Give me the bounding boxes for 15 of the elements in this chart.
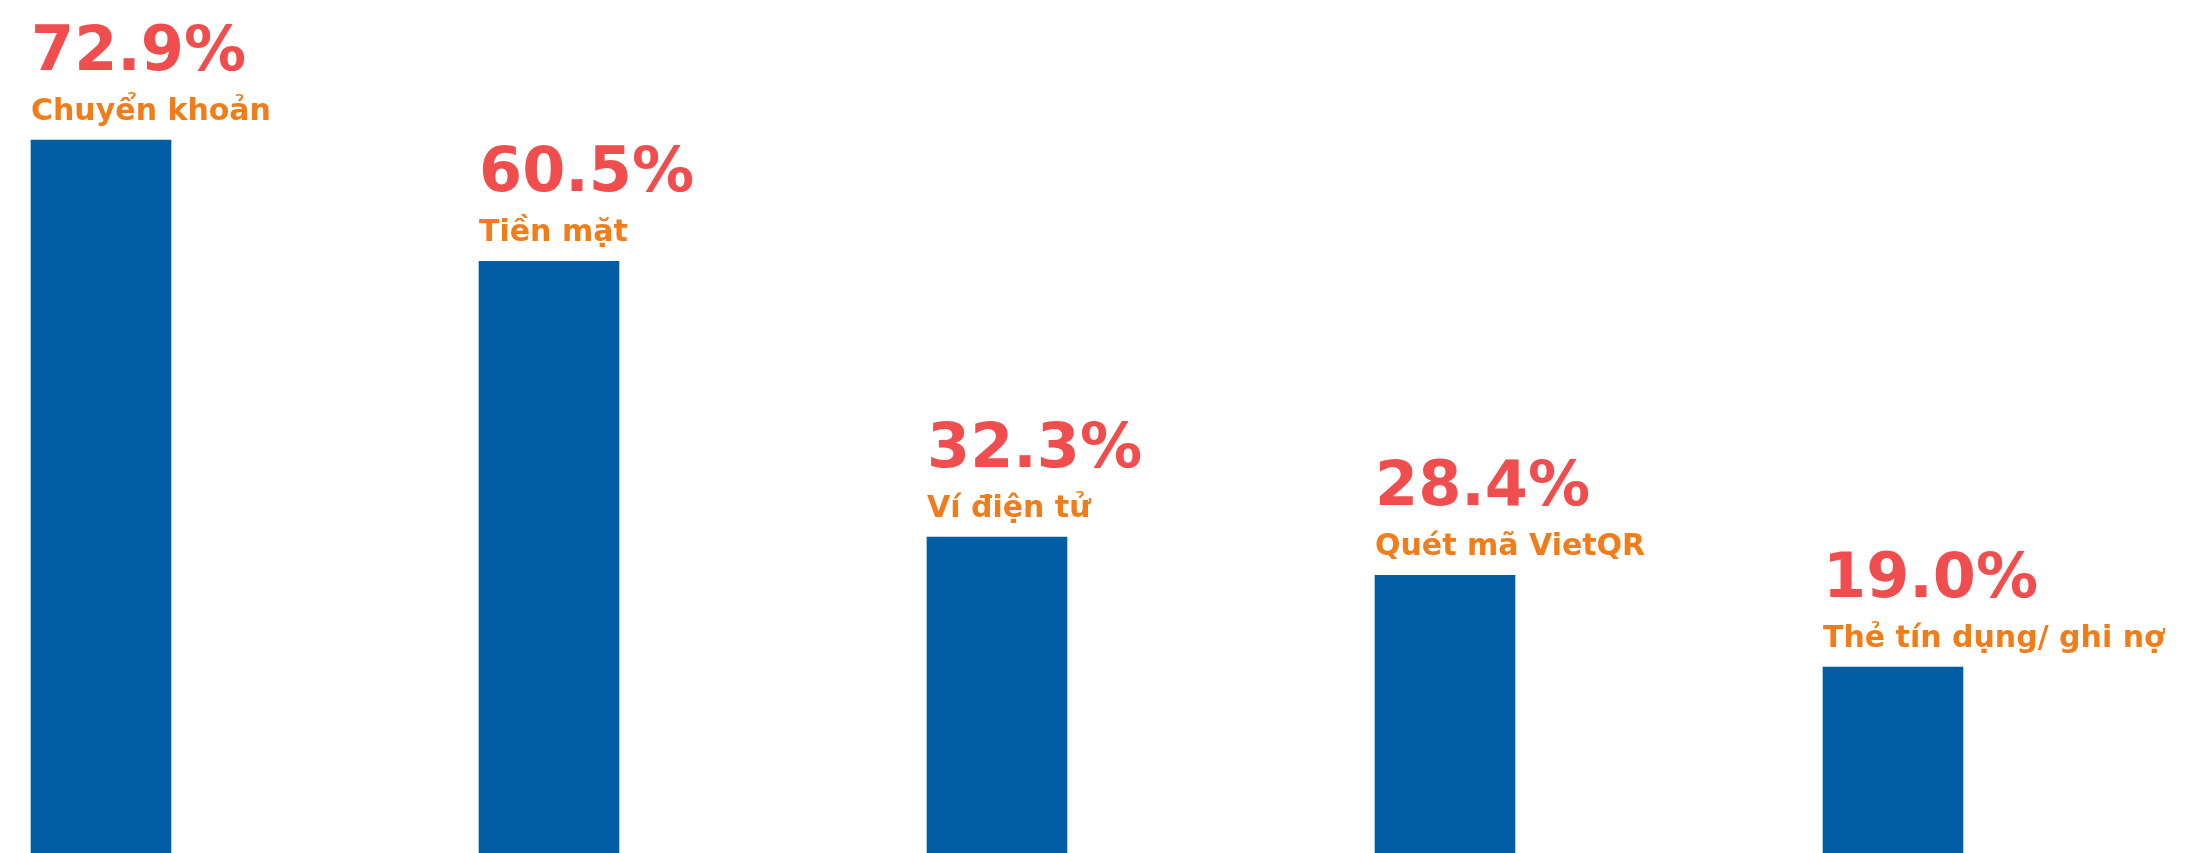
data-label: 60.5% <box>479 133 695 207</box>
x-tick-label: Ví điện tử <box>927 489 1092 525</box>
bar <box>926 536 1068 853</box>
x-tick-label: Thẻ tín dụng/ ghi nợ <box>1823 619 2167 655</box>
bar <box>30 139 172 853</box>
x-tick-label: Quét mã VietQR <box>1375 527 1646 563</box>
data-label: 32.3% <box>927 409 1143 483</box>
bar <box>1822 666 1964 853</box>
data-label: 72.9% <box>31 12 247 85</box>
x-tick-label: Chuyển khoản <box>31 92 271 127</box>
x-tick-label: Tiền mặt <box>479 213 628 249</box>
data-label: 28.4% <box>1375 447 1591 521</box>
bar <box>1374 574 1516 853</box>
bar <box>478 260 620 853</box>
data-label: 19.0% <box>1823 539 2039 613</box>
